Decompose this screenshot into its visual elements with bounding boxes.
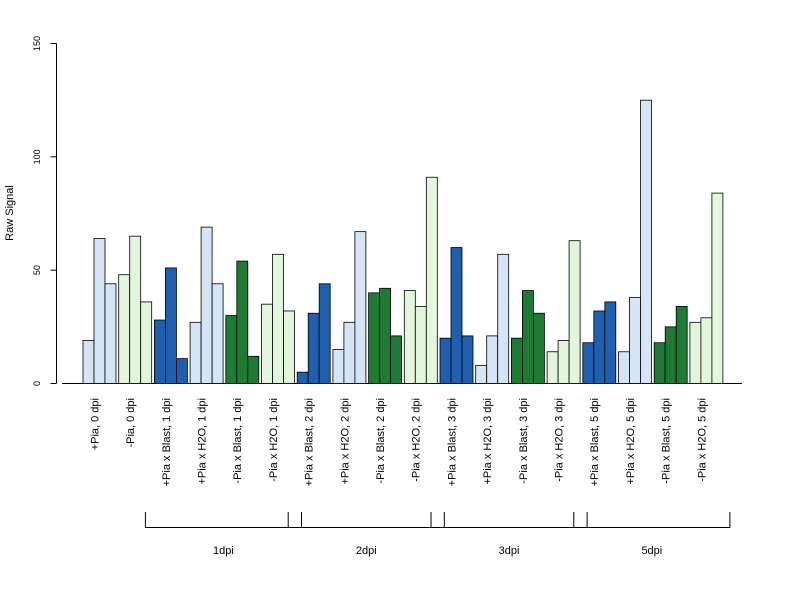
bar	[533, 312, 545, 384]
bar	[510, 337, 523, 384]
bar	[450, 247, 463, 384]
bar	[414, 306, 427, 384]
bar	[461, 335, 474, 384]
bar	[497, 253, 510, 384]
bar	[711, 192, 724, 384]
bar	[236, 260, 249, 384]
bar	[546, 351, 559, 384]
group-label: 3dpi	[499, 545, 520, 557]
bar	[568, 240, 581, 384]
x-tick-label: +Pia x Blast, 3 dpi	[446, 398, 458, 486]
bar	[175, 358, 188, 384]
bar	[653, 342, 666, 384]
bar	[283, 310, 295, 384]
x-tick-label: -Pia, 0 dpi	[125, 398, 137, 448]
x-tick-label: +Pia x H2O, 3 dpi	[482, 398, 494, 485]
bar	[261, 303, 273, 384]
bar	[332, 349, 345, 384]
bar	[582, 342, 595, 384]
x-tick-label: -Pia x Blast, 1 dpi	[232, 398, 244, 484]
y-tick-label: 150	[32, 36, 42, 51]
bar	[307, 312, 320, 384]
bar	[604, 301, 617, 384]
bar	[93, 238, 106, 384]
group-bracket	[287, 512, 445, 528]
bars	[82, 99, 724, 384]
bar	[403, 290, 416, 384]
x-tick-label: -Pia x Blast, 3 dpi	[518, 398, 530, 484]
x-tick-label: +Pia x H2O, 5 dpi	[625, 398, 637, 485]
group-label: 2dpi	[356, 545, 377, 557]
bar	[689, 321, 702, 384]
bar	[211, 283, 224, 384]
bar	[354, 231, 367, 384]
x-tick-label: -Pia x Blast, 2 dpi	[375, 398, 387, 484]
y-tick-label: 100	[32, 149, 42, 164]
bar	[522, 290, 534, 384]
x-tick-label: +Pia x H2O, 2 dpi	[339, 398, 351, 485]
bar	[82, 340, 95, 384]
bar	[700, 317, 713, 384]
x-tick-label: -Pia x H2O, 3 dpi	[554, 398, 566, 482]
x-tick-label: +Pia x H2O, 1 dpi	[197, 398, 209, 485]
bar	[164, 267, 177, 384]
x-tick-label: +Pia x Blast, 1 dpi	[161, 398, 173, 486]
bar	[379, 287, 392, 384]
bar	[640, 99, 652, 384]
x-tick-label: +Pia x Blast, 2 dpi	[304, 398, 316, 486]
bar	[200, 226, 213, 384]
y-axis: 0 50 100 150	[32, 36, 57, 386]
group-brackets: 1dpi 2dpi 3dpi 5dpi	[144, 512, 731, 557]
bar	[486, 335, 499, 384]
x-tick-label: +Pia, 0 dpi	[89, 398, 101, 450]
bar	[129, 235, 142, 384]
bar	[247, 355, 260, 384]
bar	[390, 335, 403, 384]
bar	[140, 301, 153, 384]
bar	[629, 296, 641, 384]
x-tick-label: -Pia x H2O, 1 dpi	[268, 398, 280, 482]
bar	[225, 315, 238, 384]
bar	[675, 306, 688, 384]
y-axis-label: Raw Signal	[4, 185, 16, 241]
bar	[318, 283, 331, 384]
x-tick-label: -Pia x H2O, 2 dpi	[411, 398, 423, 482]
bar	[343, 321, 356, 384]
x-tick-label: +Pia x Blast, 5 dpi	[589, 398, 601, 486]
bar	[664, 326, 677, 384]
group-bracket	[573, 512, 731, 528]
bar	[439, 337, 452, 384]
bar	[618, 351, 630, 384]
bar	[118, 274, 131, 384]
bar	[296, 371, 309, 384]
x-tick-labels: +Pia, 0 dpi -Pia, 0 dpi +Pia x Blast, 1 dp…	[89, 398, 708, 486]
x-tick-label: -Pia x Blast, 5 dpi	[661, 398, 673, 484]
y-tick-label: 0	[32, 381, 42, 386]
group-bracket	[430, 512, 588, 528]
y-tick-label: 50	[32, 265, 42, 275]
bar	[368, 292, 381, 384]
bar	[475, 364, 488, 384]
group-bracket	[144, 512, 302, 528]
bar	[104, 283, 117, 384]
bar	[272, 253, 284, 384]
group-label: 5dpi	[641, 545, 662, 557]
bar	[153, 319, 166, 384]
bar	[593, 310, 606, 384]
bar	[557, 340, 570, 384]
x-tick-label: -Pia x H2O, 5 dpi	[696, 398, 708, 482]
bar	[189, 321, 202, 384]
group-label: 1dpi	[213, 545, 234, 557]
bar	[425, 176, 438, 384]
